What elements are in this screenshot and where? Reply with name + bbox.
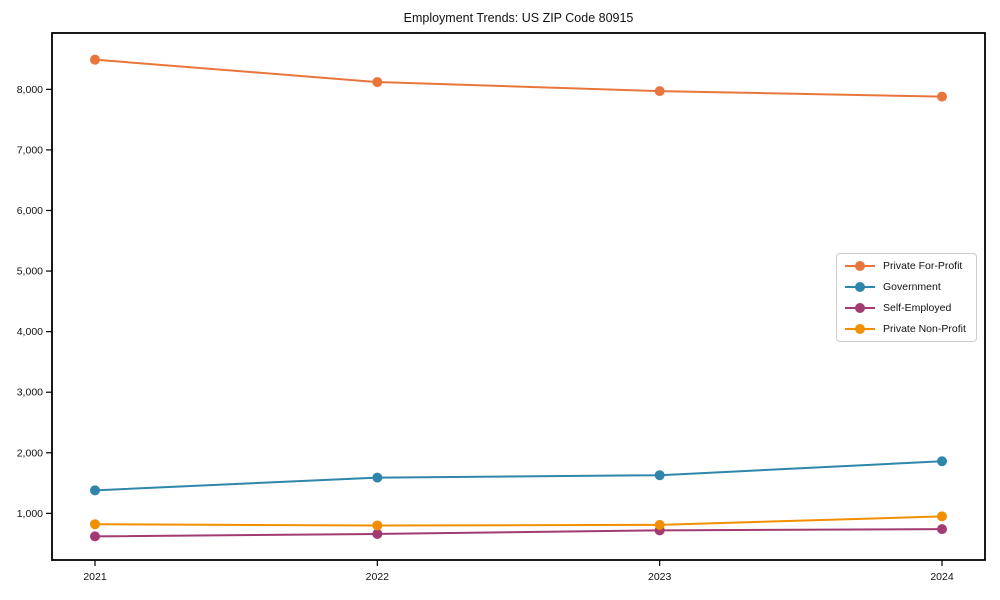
- data-point: [937, 456, 947, 467]
- y-tick-label: 2,000: [17, 447, 43, 459]
- axes-spines: [51, 32, 986, 561]
- legend-label: Government: [883, 281, 941, 294]
- y-tick-label: 3,000: [17, 387, 43, 399]
- legend-item: Self-Employed: [845, 298, 968, 319]
- data-point: [90, 519, 100, 530]
- legend-swatch: [845, 282, 875, 293]
- series-line: [94, 528, 943, 538]
- data-point: [372, 520, 383, 531]
- y-tick-label: 1,000: [17, 508, 43, 520]
- chart-title: Employment Trends: US ZIP Code 80915: [403, 11, 634, 25]
- x-tick-label: 2021: [83, 571, 107, 583]
- y-tick-label: 8,000: [17, 84, 43, 96]
- data-point: [90, 531, 100, 542]
- legend-marker-dot: [855, 261, 865, 272]
- data-point: [937, 91, 947, 102]
- y-tick-label: 5,000: [17, 266, 43, 278]
- data-point: [937, 524, 947, 535]
- legend-marker-dot: [855, 282, 865, 293]
- legend-item: Private For-Profit: [845, 256, 968, 277]
- legend-label: Self-Employed: [883, 301, 952, 314]
- series-line: [94, 58, 943, 98]
- data-point: [372, 528, 383, 539]
- data-point: [654, 470, 665, 481]
- x-tick-label: 2023: [648, 571, 672, 583]
- data-point: [654, 86, 665, 97]
- legend-item: Private Non-Profit: [845, 318, 968, 339]
- y-tick-label: 7,000: [17, 144, 43, 156]
- legend-label: Private For-Profit: [883, 260, 963, 273]
- legend-marker-dot: [855, 323, 865, 334]
- data-point: [937, 511, 947, 522]
- legend-label: Private Non-Profit: [883, 322, 966, 335]
- y-tick-label: 6,000: [17, 205, 43, 217]
- series-line: [94, 515, 943, 527]
- legend-swatch: [845, 302, 875, 313]
- legend-item: Government: [845, 277, 968, 298]
- legend-marker-dot: [855, 302, 865, 313]
- data-point: [90, 485, 100, 496]
- legend-swatch: [845, 323, 875, 334]
- data-point: [90, 54, 100, 65]
- y-tick-label: 4,000: [17, 326, 43, 338]
- legend-swatch: [845, 261, 875, 272]
- x-tick-label: 2022: [366, 571, 390, 583]
- series-line: [94, 460, 943, 492]
- chart-legend: Private For-Profit Government Self-Employe…: [836, 253, 977, 342]
- data-point: [654, 519, 665, 530]
- data-point: [372, 77, 383, 88]
- data-point: [372, 472, 383, 483]
- x-tick-label: 2024: [930, 571, 954, 583]
